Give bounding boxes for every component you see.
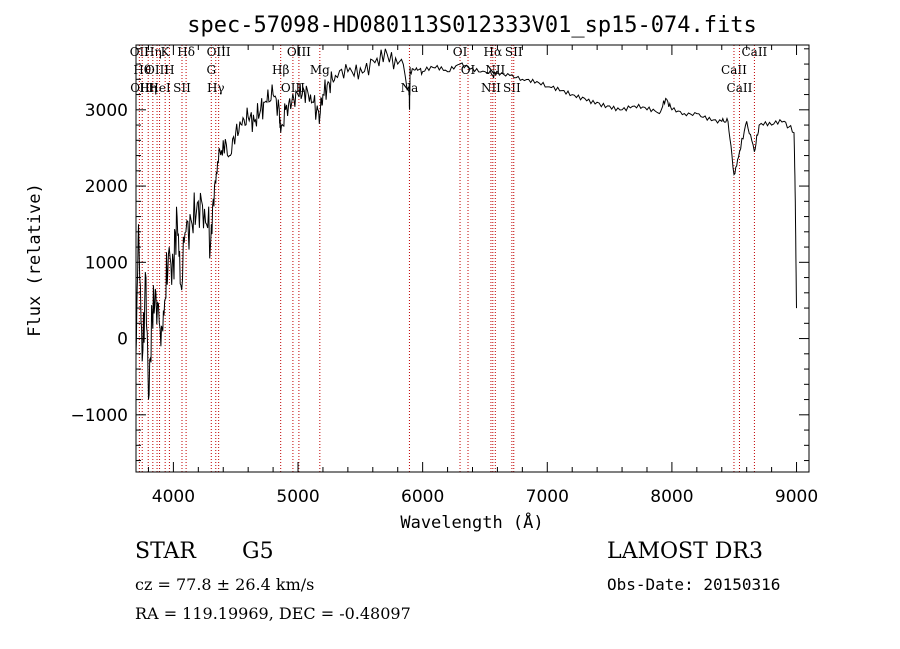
x-tick-label: 8000 <box>650 487 693 507</box>
redshift-cz: cz = 77.8 ± 26.4 km/s <box>135 575 315 594</box>
marker-label: K <box>161 45 171 59</box>
object-subclass: G5 <box>242 539 274 564</box>
y-tick-label: −1000 <box>70 406 128 426</box>
marker-label: HeI <box>148 81 171 95</box>
marker-label: OI <box>453 45 468 59</box>
axis-ticks: 4000 5000 6000 7000 8000 9000 −1000 0 1000 2000 30… <box>70 45 818 507</box>
y-tick-label: 2000 <box>85 177 128 197</box>
x-axis-label: Wavelength (Å) <box>400 511 543 533</box>
marker-label: OIII <box>207 45 231 59</box>
marker-label: Hγ <box>207 81 225 95</box>
y-tick-label: 0 <box>117 330 128 350</box>
marker-label: OIII <box>281 81 305 95</box>
x-tick-label: 5000 <box>276 487 319 507</box>
marker-label: Hδ <box>177 45 195 59</box>
y-tick-label: 1000 <box>85 253 128 273</box>
marker-label: CaII <box>727 81 753 95</box>
y-tick-label: 3000 <box>85 101 128 121</box>
chart-title: spec-57098-HD080113S012333V01_sp15-074.f… <box>187 13 757 38</box>
marker-label: CaII <box>741 45 767 59</box>
marker-label: Hα <box>484 45 503 59</box>
marker-label: G <box>206 63 216 77</box>
line-markers: OIIHθOIIIHηHηOIIIHeIKHSIIHδGHγOIIIHβOIII… <box>130 45 768 472</box>
marker-label: OII <box>130 45 150 59</box>
spectrum-line <box>135 48 797 400</box>
marker-label: OI <box>461 63 476 77</box>
marker-label: Hβ <box>272 63 289 77</box>
marker-label: H <box>164 63 174 77</box>
x-tick-label: 4000 <box>152 487 195 507</box>
y-axis-label: Flux (relative) <box>25 183 45 337</box>
marker-label: CaII <box>721 63 747 77</box>
x-tick-label: 9000 <box>775 487 818 507</box>
marker-label: NII <box>481 81 501 95</box>
marker-label: Hη <box>144 45 162 59</box>
marker-label: SII <box>505 45 523 59</box>
marker-label: SII <box>503 81 521 95</box>
survey-name: LAMOST DR3 <box>607 539 763 564</box>
marker-label: Hθ <box>133 63 151 77</box>
plot-frame <box>135 44 810 473</box>
marker-label: OIII <box>287 45 311 59</box>
marker-label: SII <box>173 81 191 95</box>
series-group <box>135 48 797 400</box>
marker-label: Mg <box>310 63 330 77</box>
object-class: STAR <box>135 539 196 564</box>
marker-label: OIII <box>145 63 169 77</box>
x-tick-label: 6000 <box>401 487 444 507</box>
coordinates: RA = 119.19969, DEC = -0.48097 <box>135 604 411 623</box>
x-tick-label: 7000 <box>526 487 569 507</box>
observation-date: Obs-Date: 20150316 <box>607 575 781 594</box>
